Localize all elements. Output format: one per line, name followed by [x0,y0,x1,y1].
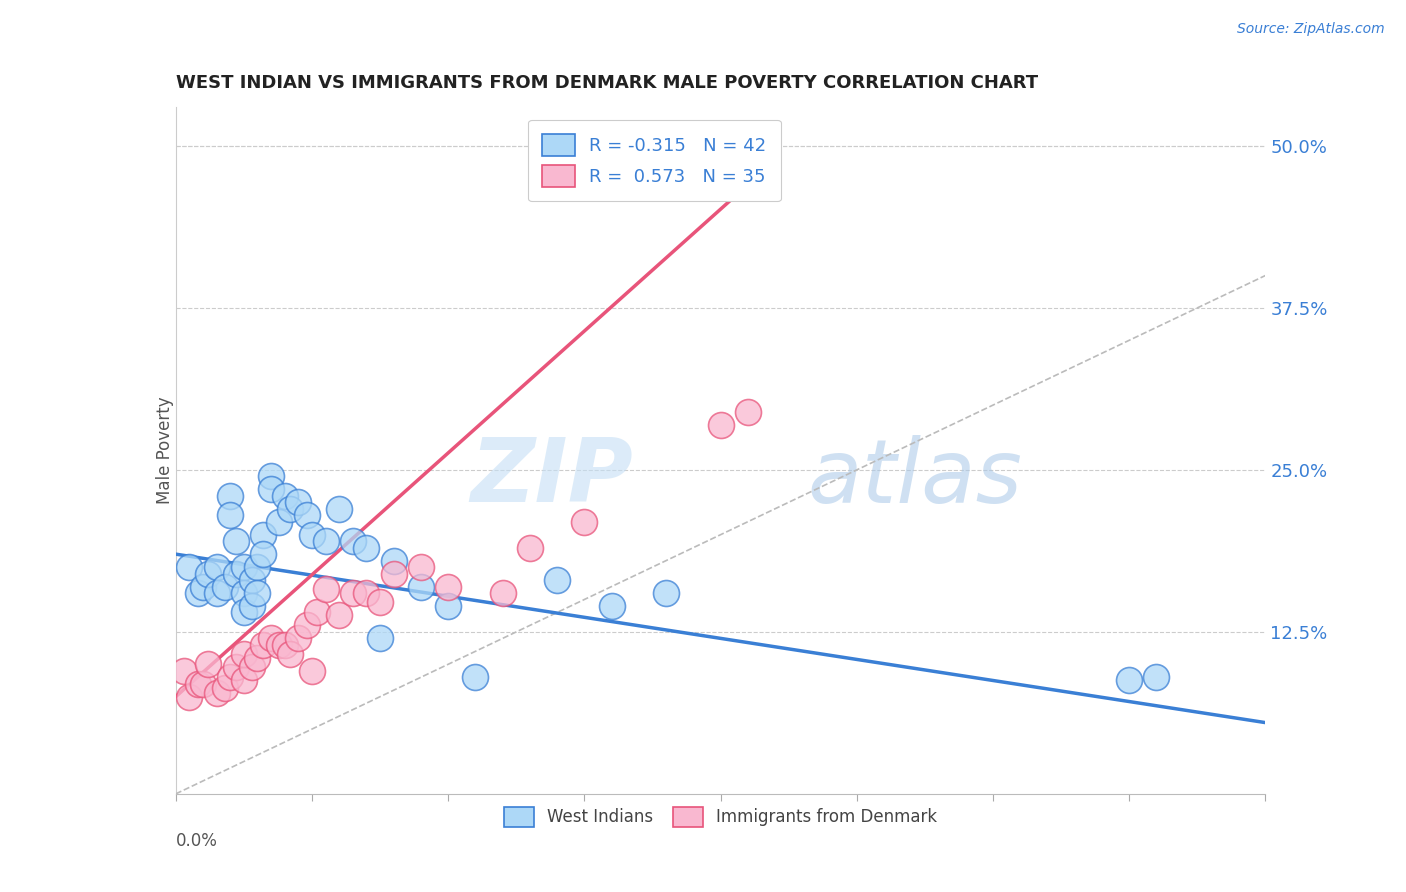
Point [179,690,201,704]
Point [600,599,623,613]
Point [274,489,297,503]
Point [368,632,391,646]
Point [315,534,337,549]
Point [269,638,291,652]
Point [191,580,214,594]
Point [356,586,378,600]
Point [328,608,350,623]
Point [464,670,486,684]
Point [205,686,228,700]
Point [246,650,269,665]
Point [214,580,236,594]
Point [301,664,323,678]
Point [287,632,309,646]
Point [225,534,247,549]
Point [356,541,378,555]
Point [225,660,247,674]
Point [328,501,350,516]
Point [173,664,195,678]
Point [246,586,269,600]
Point [232,606,254,620]
Point [225,566,247,581]
Point [240,660,263,674]
Point [710,417,733,432]
Point [655,586,678,600]
Point [186,586,209,600]
Point [232,560,254,574]
Point [519,541,541,555]
Point [186,677,209,691]
Point [382,553,405,567]
Point [214,681,236,695]
Point [240,599,263,613]
Point [492,586,515,600]
Point [205,560,228,574]
Point [260,483,283,497]
Point [295,508,318,523]
Point [219,489,242,503]
Point [252,638,274,652]
Point [1144,670,1167,684]
Text: 0.0%: 0.0% [176,831,218,850]
Point [179,560,201,574]
Point [315,582,337,596]
Point [437,599,460,613]
Point [246,560,269,574]
Text: ZIP: ZIP [471,434,633,522]
Point [260,632,283,646]
Point [274,638,297,652]
Point [287,495,309,509]
Point [232,586,254,600]
Point [252,547,274,561]
Point [252,527,274,541]
Point [342,534,364,549]
Point [219,670,242,684]
Point [240,573,263,587]
Point [1118,673,1140,687]
Point [368,595,391,609]
Point [260,469,283,483]
Point [409,580,432,594]
Point [574,515,596,529]
Text: atlas: atlas [807,435,1022,521]
Point [307,606,329,620]
Point [295,618,318,632]
Point [278,501,301,516]
Point [205,586,228,600]
Point [301,527,323,541]
Point [232,673,254,687]
Point [342,586,364,600]
Text: Source: ZipAtlas.com: Source: ZipAtlas.com [1237,22,1385,37]
Point [382,566,405,581]
Point [219,508,242,523]
Point [197,566,219,581]
Y-axis label: Male Poverty: Male Poverty [156,397,173,504]
Point [232,647,254,661]
Point [191,677,214,691]
Text: WEST INDIAN VS IMMIGRANTS FROM DENMARK MALE POVERTY CORRELATION CHART: WEST INDIAN VS IMMIGRANTS FROM DENMARK M… [176,74,1038,92]
Point [278,647,301,661]
Point [737,404,759,418]
Point [269,515,291,529]
Legend: West Indians, Immigrants from Denmark: West Indians, Immigrants from Denmark [496,800,945,834]
Point [197,657,219,672]
Point [437,580,460,594]
Point [546,573,568,587]
Point [409,560,432,574]
